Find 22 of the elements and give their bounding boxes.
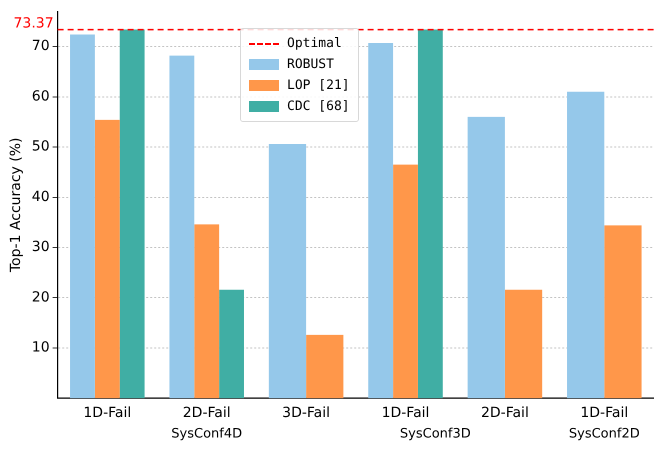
legend-label: CDC [68]	[287, 99, 350, 114]
legend-label: ROBUST	[287, 57, 334, 72]
y-tick-label: 70	[32, 38, 50, 54]
text: SysConf4D	[171, 426, 242, 442]
x-tick-label: 2D-Fail	[480, 405, 529, 422]
x-tick-label: 1D-Fail	[83, 405, 132, 422]
y-tick-label: 30	[32, 239, 50, 256]
legend-label: LOP [21]	[287, 78, 350, 93]
text: SysConf3D	[400, 426, 471, 442]
y-tick-label: 40	[32, 188, 50, 205]
x-tick-label: 1D-Fail	[580, 405, 628, 422]
y-tick-label: 10	[32, 340, 50, 356]
x-tick-label: 3D-Fail	[282, 405, 330, 422]
text: 73.37	[14, 15, 54, 32]
text: SysConf2D	[568, 426, 640, 442]
y-axis-title: Top-1 Accuracy (%)	[8, 137, 24, 274]
y-tick-label: 50	[32, 138, 50, 155]
y-tick-label: 60	[32, 88, 50, 104]
x-tick-label: 1D-Fail	[382, 405, 430, 422]
x-tick-label: 2D-Fail	[182, 405, 231, 422]
legend-label: Optimal	[287, 36, 342, 51]
y-tick-label: 20	[32, 289, 50, 306]
